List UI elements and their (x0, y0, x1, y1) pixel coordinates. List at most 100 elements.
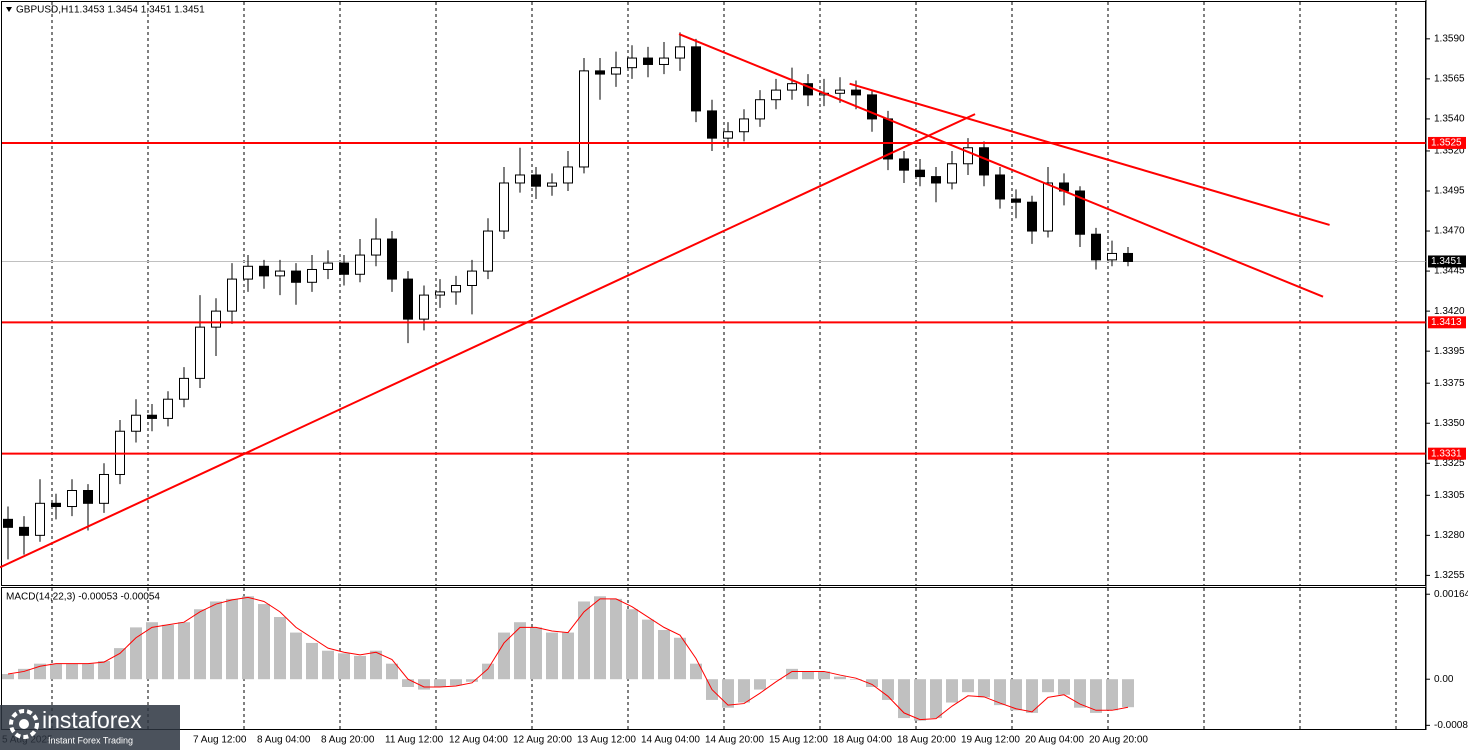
macd-bar (258, 604, 270, 680)
x-tick-label: 8 Aug 20:00 (321, 735, 375, 746)
y-tick-label: 1.3325 (1434, 458, 1465, 469)
candle-body (1123, 252, 1133, 262)
y-tick-label: 1.3495 (1434, 186, 1465, 197)
y-tick-label: 1.3420 (1434, 306, 1465, 317)
macd-bar (626, 609, 638, 680)
macd-bar (50, 663, 62, 680)
macd-bar (18, 668, 30, 680)
macd-bar (514, 622, 526, 680)
x-tick-label: 15 Aug 12:00 (769, 735, 828, 746)
logo-name: instaforex (42, 707, 142, 733)
candle-body (499, 182, 509, 232)
candle-body (1043, 182, 1053, 232)
candle-body (67, 490, 77, 508)
candle-body (579, 70, 589, 168)
y-tick-label: 1.3520 (1434, 146, 1465, 157)
quote: 1.3453 1.3454 1.3451 1.3451 (74, 5, 205, 16)
candle-body (691, 46, 701, 112)
candle-body (739, 118, 749, 133)
candle-body (35, 502, 45, 536)
macd-bar (802, 671, 814, 680)
level-label-bg (1428, 316, 1466, 329)
macd-bar (386, 663, 398, 680)
macd-bar (434, 679, 446, 687)
candle-body (227, 278, 237, 312)
macd-bar (450, 679, 462, 686)
y-tick-label: 1.3470 (1434, 226, 1465, 237)
macd-bar (1122, 679, 1134, 708)
y-tick-label: 1.3255 (1434, 570, 1465, 581)
macd-bar (162, 624, 174, 680)
macd-bar (290, 632, 302, 680)
candle-body (643, 57, 653, 65)
candle-body (275, 270, 285, 277)
y-tick-label: 1.3395 (1434, 346, 1465, 357)
macd-bar (2, 674, 14, 680)
candle-body (243, 265, 253, 280)
y-tick-label: 1.3540 (1434, 114, 1465, 125)
macd-bar (418, 679, 430, 690)
macd-bar (402, 679, 414, 687)
candle-body (211, 310, 221, 328)
macd-bar (306, 642, 318, 680)
macd-bar (610, 598, 622, 680)
candle-body (195, 326, 205, 379)
candle-body (707, 110, 717, 139)
candle-body (483, 230, 493, 272)
candle-body (339, 262, 349, 275)
macd-bar (114, 648, 126, 680)
macd-bar (322, 650, 334, 680)
macd-bar (562, 632, 574, 680)
x-tick-label: 20 Aug 04:00 (1025, 735, 1084, 746)
x-tick-label: 12 Aug 04:00 (449, 735, 508, 746)
candle-body (595, 70, 605, 75)
macd-bar (786, 668, 798, 680)
x-tick-label: 8 Aug 04:00 (257, 735, 311, 746)
candle-body (1011, 198, 1021, 203)
logo-tagline: Instant Forex Trading (48, 735, 133, 745)
y-tick-label: 1.3590 (1434, 33, 1465, 44)
macd-bar (82, 663, 94, 680)
candle-body (851, 89, 861, 96)
macd-bar (658, 629, 670, 680)
candle-body (563, 166, 573, 184)
candle-body (467, 270, 477, 286)
x-tick-label: 11 Aug 12:00 (385, 735, 444, 746)
y-tick-label: -0.00089 (1434, 720, 1468, 731)
x-tick-label: 18 Aug 20:00 (897, 735, 956, 746)
macd-bar (994, 679, 1006, 706)
candle-body (99, 473, 109, 504)
macd-bar (178, 622, 190, 680)
last-price-label: 1.3451 (1431, 256, 1462, 267)
macd-bar (754, 679, 766, 690)
macd-bar (146, 622, 158, 680)
macd-signal (7, 596, 1129, 721)
macd-bar (1106, 679, 1118, 711)
level-label: 1.3525 (1431, 138, 1462, 149)
macd-bar (1010, 679, 1022, 711)
macd-bar (866, 679, 878, 687)
candle-body (131, 414, 141, 432)
candle-body (915, 169, 925, 178)
candle-body (755, 99, 765, 120)
candle-body (163, 398, 173, 419)
candle-body (723, 131, 733, 139)
candle-body (403, 278, 413, 320)
candle-body (147, 414, 157, 419)
x-tick-label: 7 Aug 12:00 (193, 735, 247, 746)
macd-bar (914, 679, 926, 721)
candle-body (867, 94, 877, 120)
candle-body (659, 57, 669, 65)
menu-arrow[interactable] (6, 7, 12, 12)
candle-body (963, 147, 973, 165)
x-tick-label: 20 Aug 20:00 (1089, 735, 1148, 746)
y-tick-label: 1.3565 (1434, 74, 1465, 85)
macd-bar (738, 679, 750, 703)
level-label: 1.3331 (1431, 448, 1462, 459)
candle-body (787, 83, 797, 91)
candle-body (51, 502, 61, 508)
macd-bar (226, 598, 238, 680)
candle-body (419, 294, 429, 320)
candle-body (995, 174, 1005, 200)
